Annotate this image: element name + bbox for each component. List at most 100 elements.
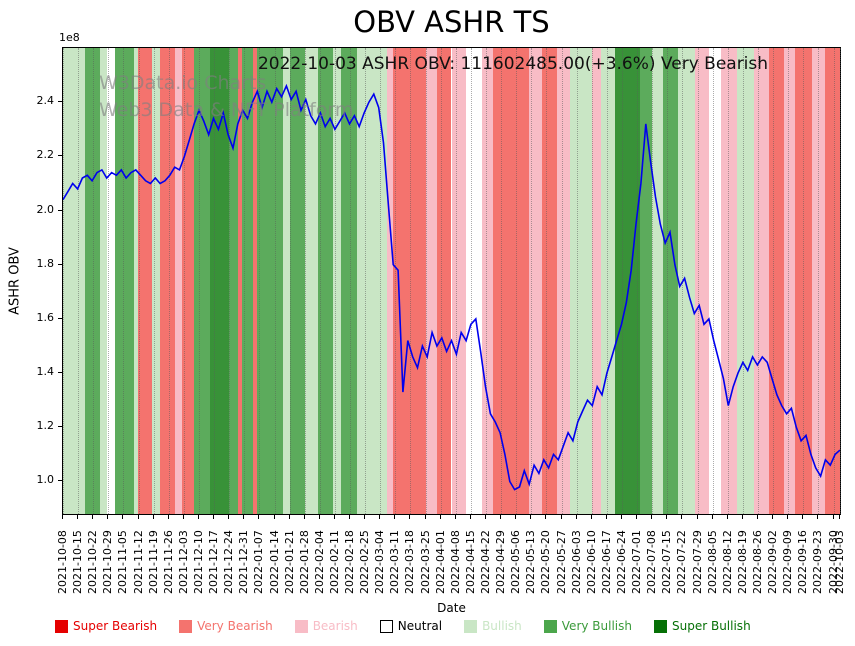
x-tick-label: 2022-04-15 [463, 530, 477, 594]
x-tick-mark [621, 515, 622, 519]
sentiment-band-very_bearish [492, 48, 530, 514]
sentiment-band-neutral [708, 48, 722, 514]
legend-label: Very Bullish [561, 619, 632, 633]
sentiment-band-bearish [721, 48, 737, 514]
x-tick-mark [469, 515, 471, 519]
x-gridline [63, 48, 64, 514]
legend-item: Super Bullish [654, 619, 751, 633]
sentiment-band-bullish [282, 48, 290, 514]
sentiment-band-bullish [600, 48, 616, 514]
x-tick-label: 2022-01-28 [297, 530, 311, 594]
x-tick-label: 2021-11-19 [146, 530, 160, 594]
x-tick-mark [651, 515, 653, 519]
x-gridline [153, 48, 155, 514]
y-tick-label: 1.4 [36, 365, 55, 379]
x-gridline [108, 48, 110, 514]
x-tick-label: 2022-02-11 [327, 530, 341, 594]
x-gridline [531, 48, 533, 514]
y-tick-mark [58, 209, 62, 211]
x-tick-label: 2022-02-18 [343, 530, 357, 594]
sentiment-band-very_bullish [257, 48, 283, 514]
x-tick-mark [258, 515, 260, 519]
legend-item: Neutral [379, 619, 442, 633]
legend-item: Very Bearish [179, 619, 273, 633]
legend-swatch [55, 619, 68, 633]
legend-label: Bullish [482, 619, 522, 633]
sentiment-band-bearish [557, 48, 571, 514]
sentiment-band-bearish [592, 48, 601, 514]
x-gridline [667, 48, 669, 514]
x-tick-label: 2022-03-18 [403, 530, 417, 594]
x-tick-label: 2022-07-22 [675, 530, 689, 594]
sentiment-band-very_bearish [237, 48, 243, 514]
sentiment-band-bullish [304, 48, 318, 514]
x-tick-label: 2022-07-29 [690, 530, 704, 594]
x-tick-mark [817, 515, 819, 519]
x-tick-label: 2022-01-07 [252, 530, 266, 594]
sentiment-band-very_bearish [436, 48, 452, 514]
x-tick-mark [741, 515, 743, 519]
legend-label: Super Bearish [73, 619, 158, 633]
x-gridline [803, 48, 805, 514]
legend-label: Very Bearish [197, 619, 273, 633]
y-tick-mark [58, 155, 62, 157]
x-tick-mark [454, 515, 456, 519]
x-tick-mark [545, 515, 547, 519]
x-tick-mark [182, 515, 184, 519]
y-tick-mark [58, 317, 62, 319]
watermark: W3Data.io Charts Web3 Data & NFT Platfor… [99, 70, 353, 124]
x-gridline [198, 48, 200, 514]
x-tick-mark [167, 515, 169, 519]
x-gridline [78, 48, 80, 514]
sentiment-band-very_bearish [181, 48, 195, 514]
obv-line-path [63, 86, 840, 490]
x-tick-mark [832, 515, 834, 519]
x-gridline [365, 48, 367, 514]
sentiment-band-very_bearish [138, 48, 152, 514]
sentiment-band-super_bullish [615, 48, 640, 514]
x-gridline [289, 48, 291, 514]
y-axis-offset-label: 1e8 [59, 31, 80, 44]
legend-label: Super Bullish [672, 619, 751, 633]
x-gridline [591, 48, 593, 514]
sentiment-band-very_bullish [341, 48, 357, 514]
x-gridline [546, 48, 548, 514]
legend-swatch [294, 619, 308, 633]
y-tick-label: 2.0 [36, 202, 55, 216]
y-tick-label: 1.6 [36, 310, 55, 324]
x-tick-mark [485, 515, 487, 519]
x-tick-label: 2022-02-04 [312, 530, 326, 594]
sentiment-band-bullish [736, 48, 754, 514]
x-tick-label: 2022-06-17 [599, 530, 613, 594]
x-tick-mark [530, 515, 532, 519]
x-gridline [274, 48, 276, 514]
x-tick-mark [439, 515, 441, 519]
x-tick-label: 2022-06-24 [615, 530, 628, 594]
obv-line-chart [63, 48, 840, 514]
sentiment-band-bearish [529, 48, 543, 514]
x-tick-mark [303, 515, 305, 519]
x-gridline [501, 48, 503, 514]
sentiment-band-very_bearish [542, 48, 558, 514]
x-tick-label: 2021-12-17 [207, 530, 221, 594]
x-tick-mark [288, 515, 290, 519]
x-gridline [757, 48, 759, 514]
sentiment-band-very_bearish [768, 48, 785, 514]
sentiment-band-bullish [63, 48, 85, 514]
x-gridline [440, 48, 442, 514]
x-tick-mark [243, 515, 245, 519]
x-gridline [350, 48, 352, 514]
sentiment-band-bearish [753, 48, 769, 514]
x-tick-label: 2021-10-29 [101, 530, 115, 594]
x-gridline [773, 48, 775, 514]
legend: Super Bearish Very Bearish Bearish Neutral B… [55, 619, 751, 633]
x-tick-label: 2022-09-02 [766, 530, 780, 594]
x-gridline [486, 48, 488, 514]
x-tick-mark [666, 515, 668, 519]
chart-title: OBV ASHR TS [353, 5, 550, 39]
legend-item: Very Bullish [543, 619, 632, 633]
x-gridline [561, 48, 563, 514]
x-tick-label: 2021-12-24 [222, 530, 236, 594]
legend-item: Super Bearish [55, 619, 157, 633]
